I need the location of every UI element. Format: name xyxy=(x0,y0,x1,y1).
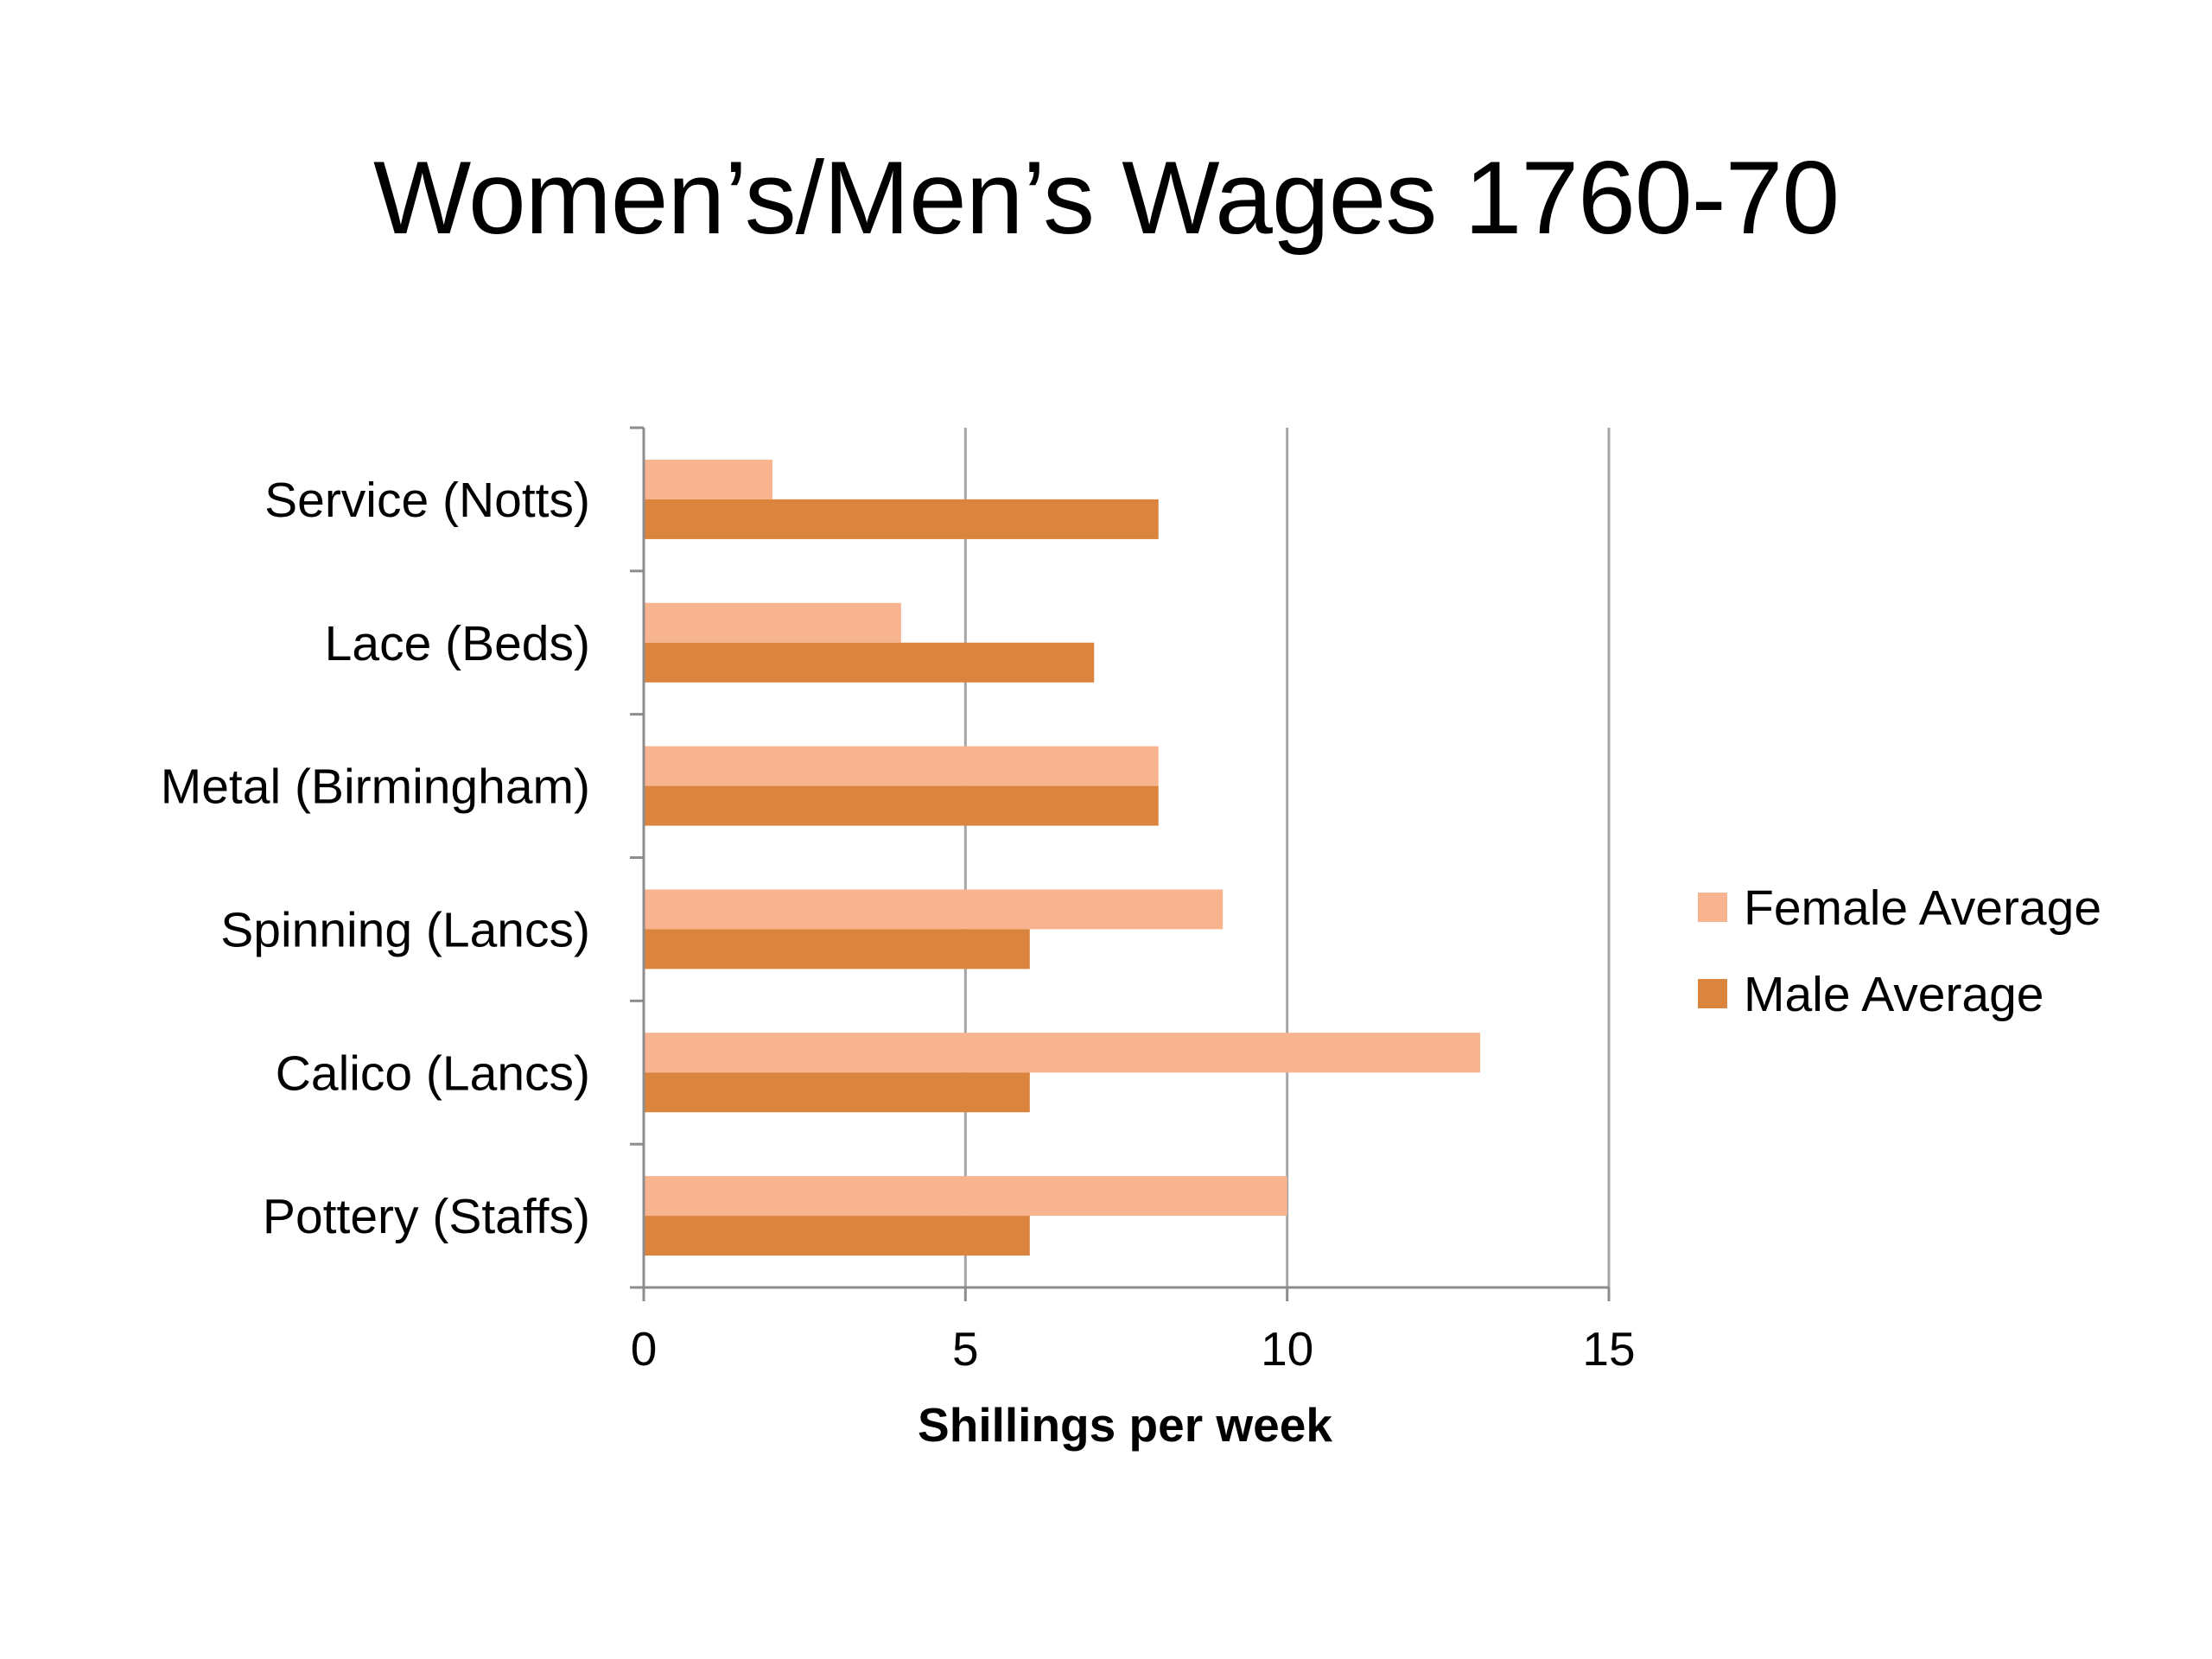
bar-male xyxy=(644,929,1030,969)
category-label: Calico (Lancs) xyxy=(276,1046,590,1101)
category-label: Pottery (Staffs) xyxy=(263,1189,590,1244)
bar-female xyxy=(644,1176,1287,1217)
bar-female xyxy=(644,889,1224,930)
bar-female xyxy=(644,1033,1481,1073)
bar-male xyxy=(644,1072,1030,1113)
legend-label: Female Average xyxy=(1744,880,2101,936)
category-label: Service (Notts) xyxy=(264,473,590,528)
bar-female xyxy=(644,602,901,643)
category-label: Spinning (Lancs) xyxy=(220,902,590,957)
bar-male xyxy=(644,1216,1030,1256)
bar-male xyxy=(644,785,1159,826)
bar-female xyxy=(644,459,772,499)
x-tick-label: 5 xyxy=(952,1322,979,1376)
legend-label: Male Average xyxy=(1744,967,2044,1022)
x-tick-label: 0 xyxy=(631,1322,658,1376)
legend-swatch xyxy=(1698,979,1727,1008)
x-tick-label: 10 xyxy=(1261,1322,1313,1376)
legend-swatch xyxy=(1698,893,1727,922)
category-label: Metal (Birmingham) xyxy=(161,760,590,815)
category-label: Lace (Beds) xyxy=(325,616,590,671)
x-axis-title: Shillings per week xyxy=(918,1398,1332,1452)
chart-title: Women’s/Men’s Wages 1760-70 xyxy=(372,140,1840,256)
bar-male xyxy=(644,642,1095,683)
legend: Female Average Male Average xyxy=(1698,880,2101,1022)
x-tick-label: 15 xyxy=(1582,1322,1635,1376)
bar-female xyxy=(644,746,1159,786)
bar-male xyxy=(644,499,1159,539)
